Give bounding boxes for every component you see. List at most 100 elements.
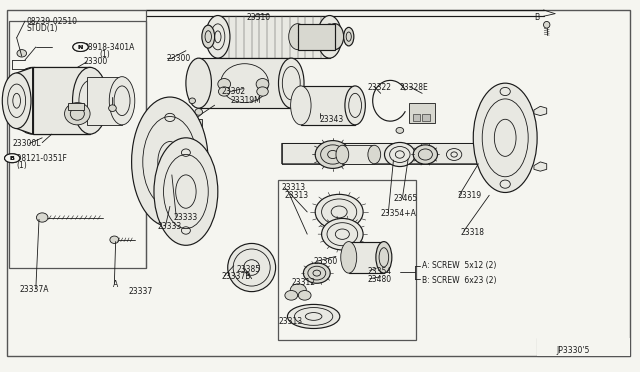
Ellipse shape (447, 148, 462, 160)
Text: B 08121-0351F: B 08121-0351F (9, 154, 67, 163)
Ellipse shape (285, 291, 298, 300)
Text: 23318: 23318 (461, 228, 484, 237)
Text: N: N (78, 45, 83, 49)
Ellipse shape (278, 58, 304, 108)
Circle shape (73, 42, 88, 51)
Bar (422, 114, 430, 121)
Text: 23312: 23312 (291, 278, 316, 287)
Ellipse shape (316, 141, 350, 169)
Bar (68, 103, 84, 110)
Ellipse shape (289, 24, 307, 49)
Text: B: SCREW  6x23 (2): B: SCREW 6x23 (2) (422, 276, 497, 285)
Text: 23385: 23385 (237, 265, 261, 274)
Bar (342, 145, 374, 164)
Bar (413, 114, 420, 121)
Ellipse shape (257, 87, 268, 96)
Text: 23337: 23337 (129, 287, 153, 296)
Ellipse shape (345, 86, 365, 125)
Ellipse shape (65, 103, 90, 125)
Ellipse shape (376, 241, 392, 273)
Text: 23480: 23480 (368, 275, 392, 284)
Text: 23354+A: 23354+A (381, 209, 417, 218)
Ellipse shape (543, 22, 550, 28)
Polygon shape (17, 67, 33, 134)
Ellipse shape (336, 145, 349, 164)
Ellipse shape (385, 142, 415, 167)
Ellipse shape (10, 67, 55, 134)
Text: N: N (78, 45, 83, 49)
Bar (198, 58, 291, 108)
Text: 23360: 23360 (314, 257, 338, 266)
Bar (537, 338, 630, 356)
Text: (1): (1) (17, 161, 28, 170)
Ellipse shape (344, 28, 354, 46)
Text: 08239-02510: 08239-02510 (26, 17, 77, 26)
Text: 23333: 23333 (173, 213, 197, 222)
Text: 23302: 23302 (221, 87, 245, 96)
Text: 23337B: 23337B (221, 272, 250, 281)
Ellipse shape (17, 49, 26, 57)
Text: 23300: 23300 (167, 54, 191, 62)
Polygon shape (534, 162, 547, 171)
Text: 23319: 23319 (458, 191, 481, 200)
Ellipse shape (287, 304, 340, 328)
Text: B: B (10, 156, 15, 161)
Ellipse shape (154, 138, 218, 245)
Text: A: SCREW  5x12 (2): A: SCREW 5x12 (2) (422, 261, 497, 270)
Bar (9, 21, 147, 267)
Bar (410, 103, 435, 123)
Text: 23310: 23310 (246, 13, 271, 22)
Ellipse shape (218, 87, 230, 96)
Ellipse shape (303, 263, 330, 283)
Text: 23322: 23322 (368, 83, 392, 92)
Text: 23333: 23333 (157, 222, 181, 231)
Text: 23300: 23300 (84, 57, 108, 66)
Text: 23319M: 23319M (230, 96, 261, 105)
Ellipse shape (326, 24, 344, 49)
Bar (278, 180, 416, 340)
Ellipse shape (195, 109, 202, 115)
Ellipse shape (291, 86, 311, 125)
Bar (87, 77, 122, 125)
Bar (301, 86, 355, 125)
Ellipse shape (36, 213, 48, 222)
Text: JP3330'5: JP3330'5 (556, 346, 589, 355)
Ellipse shape (218, 78, 230, 90)
Bar (33, 67, 90, 134)
Ellipse shape (396, 128, 404, 134)
Text: B: B (10, 156, 15, 161)
Bar (349, 241, 384, 273)
Ellipse shape (340, 241, 356, 273)
Ellipse shape (256, 78, 269, 90)
Ellipse shape (109, 105, 116, 112)
Ellipse shape (109, 77, 135, 125)
Bar (218, 16, 330, 58)
Bar (186, 119, 202, 127)
Text: A: A (113, 280, 118, 289)
Text: 23313: 23313 (285, 191, 309, 200)
Ellipse shape (291, 284, 307, 296)
Ellipse shape (316, 194, 363, 230)
Ellipse shape (473, 83, 537, 192)
Ellipse shape (205, 16, 230, 58)
Text: (1): (1) (100, 50, 111, 59)
Ellipse shape (298, 291, 311, 300)
Text: 23465: 23465 (394, 195, 418, 203)
Text: 23343: 23343 (320, 115, 344, 124)
Polygon shape (534, 106, 547, 116)
Text: 23313: 23313 (278, 317, 303, 326)
Circle shape (4, 154, 20, 163)
Ellipse shape (186, 58, 211, 108)
Circle shape (73, 42, 88, 51)
Text: B: B (534, 13, 539, 22)
Polygon shape (282, 143, 492, 164)
Ellipse shape (321, 218, 363, 250)
Ellipse shape (189, 98, 195, 103)
Ellipse shape (132, 97, 208, 227)
Text: 23328E: 23328E (400, 83, 429, 92)
Text: STUD(1): STUD(1) (26, 24, 58, 33)
Text: 23354: 23354 (368, 267, 392, 276)
Text: 23337A: 23337A (20, 285, 49, 294)
Ellipse shape (228, 243, 276, 292)
Ellipse shape (72, 67, 108, 134)
